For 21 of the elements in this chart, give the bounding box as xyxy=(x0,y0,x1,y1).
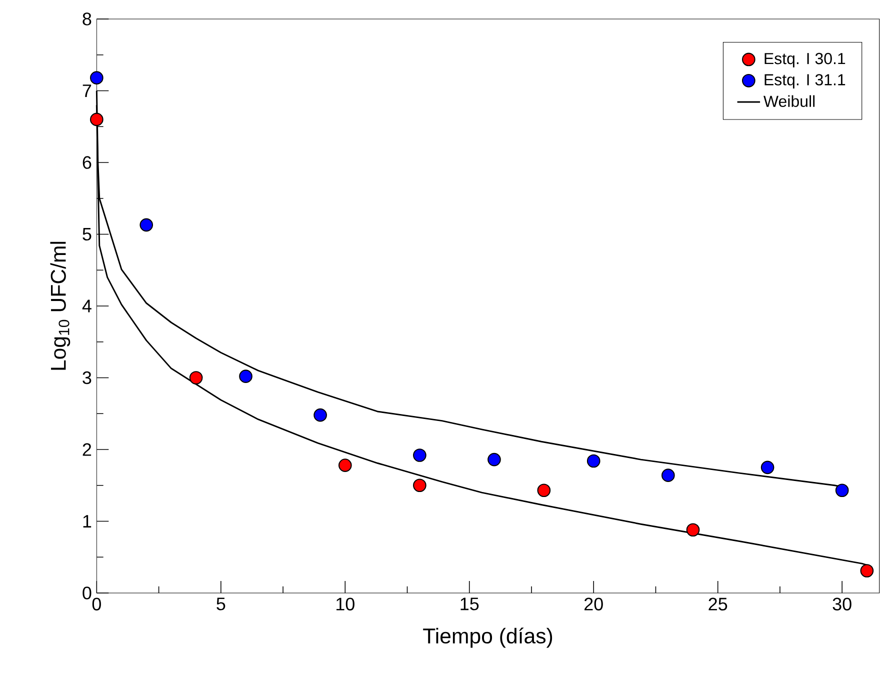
x-tick-label: 15 xyxy=(460,598,479,610)
x-tick-label: 20 xyxy=(584,598,603,610)
x-axis-title: Tiempo (días) xyxy=(423,628,552,648)
x-tick-label: 10 xyxy=(336,598,354,610)
legend-label: Estq. I 31.1 xyxy=(764,74,846,89)
y-tick-label: 4 xyxy=(82,300,92,312)
y-tick-label: 8 xyxy=(82,12,92,26)
y-tick-label: 3 xyxy=(82,371,92,384)
legend-label: Weibull xyxy=(764,95,815,107)
y-tick-label: 7 xyxy=(82,84,92,97)
y-axis-title: Log$_{10}$ UFC/ml xyxy=(50,242,70,370)
y-tick-label: 5 xyxy=(82,228,92,241)
x-tick-label: 25 xyxy=(708,598,728,610)
x-tick-label: 30 xyxy=(832,598,852,610)
y-tick-label: 1 xyxy=(83,515,92,528)
x-tick-label: 5 xyxy=(216,598,226,610)
y-tick-label: 6 xyxy=(82,156,92,169)
x-tick-label: 0 xyxy=(92,598,101,610)
y-tick-label: 2 xyxy=(82,443,92,456)
legend-label: Estq. I 30.1 xyxy=(764,52,846,68)
y-tick-label: 0 xyxy=(82,586,92,600)
